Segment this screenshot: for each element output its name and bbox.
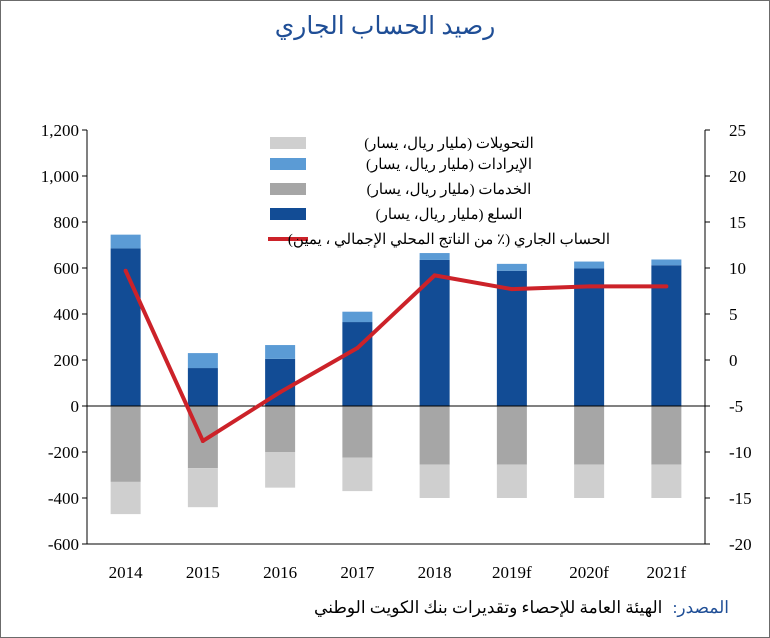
x-tick-label: 2018 bbox=[418, 563, 452, 582]
bar-transfers bbox=[187, 468, 218, 508]
right-tick-label: 15 bbox=[729, 213, 746, 232]
bar-services bbox=[110, 406, 141, 482]
left-tick-label: 1,200 bbox=[41, 121, 79, 140]
bar-goods bbox=[342, 322, 373, 406]
current-account-point bbox=[123, 268, 128, 273]
bar-transfers bbox=[651, 464, 682, 498]
current-account-point bbox=[664, 284, 669, 289]
right-tick-label: 0 bbox=[729, 351, 738, 370]
current-account-point bbox=[587, 284, 592, 289]
x-tick-label: 2020f bbox=[569, 563, 609, 582]
bar-services bbox=[342, 406, 373, 458]
source-text: الهيئة العامة للإحصاء وتقديرات بنك الكوي… bbox=[314, 598, 663, 617]
bar-transfers bbox=[419, 464, 450, 498]
bar-transfers bbox=[110, 481, 141, 515]
legend-swatch bbox=[270, 183, 306, 195]
legend-swatch bbox=[270, 208, 306, 220]
bar-goods bbox=[574, 268, 605, 406]
bar-services bbox=[419, 406, 450, 465]
legend-swatch bbox=[270, 137, 306, 149]
current-account-line bbox=[123, 269, 667, 443]
current-account-point bbox=[509, 287, 514, 292]
left-tick-label: 400 bbox=[54, 305, 80, 324]
source-note: المصدر: الهيئة العامة للإحصاء وتقديرات ب… bbox=[314, 598, 729, 618]
x-tick-label: 2021f bbox=[647, 563, 687, 582]
legend-label: السلع (مليار ريال، يسار) bbox=[376, 207, 523, 223]
bar-goods bbox=[419, 259, 450, 406]
right-tick-label: -15 bbox=[729, 489, 752, 508]
left-tick-label: 1,000 bbox=[41, 167, 79, 186]
bar-services bbox=[265, 406, 296, 452]
right-tick-label: -5 bbox=[729, 397, 743, 416]
legend-swatch bbox=[270, 158, 306, 170]
left-tick-label: 200 bbox=[54, 351, 80, 370]
bar-income bbox=[342, 311, 373, 323]
bar-transfers bbox=[342, 457, 373, 492]
bar-services bbox=[651, 406, 682, 465]
left-tick-label: -400 bbox=[48, 489, 79, 508]
x-tick-label: 2015 bbox=[186, 563, 220, 582]
left-tick-label: 600 bbox=[54, 259, 80, 278]
current-account-point bbox=[278, 390, 283, 395]
bar-services bbox=[496, 406, 527, 465]
bar-services bbox=[574, 406, 605, 465]
bar-goods bbox=[496, 270, 527, 406]
legend-label: التحويلات (مليار ريال، يسار) bbox=[364, 136, 534, 152]
chart-title: رصيد الحساب الجاري bbox=[274, 13, 496, 40]
left-tick-label: -200 bbox=[48, 443, 79, 462]
legend-label: الإيرادات (مليار ريال، يسار) bbox=[366, 157, 532, 173]
bar-income bbox=[110, 234, 141, 249]
legend-label: الحساب الجاري (٪ من الناتج المحلي الإجما… bbox=[288, 232, 610, 248]
current-account-point bbox=[432, 273, 437, 278]
x-tick-label: 2014 bbox=[109, 563, 144, 582]
bar-income bbox=[651, 259, 682, 266]
legend-label: الخدمات (مليار ريال، يسار) bbox=[367, 182, 532, 198]
x-tick-label: 2017 bbox=[340, 563, 375, 582]
bar-income bbox=[574, 261, 605, 269]
left-tick-label: -600 bbox=[48, 535, 79, 554]
bar-transfers bbox=[496, 464, 527, 498]
right-tick-label: 5 bbox=[729, 305, 738, 324]
right-tick-label: 20 bbox=[729, 167, 746, 186]
x-tick-label: 2016 bbox=[263, 563, 297, 582]
right-tick-label: -10 bbox=[729, 443, 752, 462]
bar-income bbox=[265, 345, 296, 359]
bar-transfers bbox=[574, 464, 605, 498]
right-tick-label: 25 bbox=[729, 121, 746, 140]
source-label: المصدر: bbox=[672, 598, 729, 617]
x-tick-label: 2019f bbox=[492, 563, 532, 582]
bar-income bbox=[187, 353, 218, 369]
bar-goods bbox=[187, 368, 218, 406]
right-tick-label: 10 bbox=[729, 259, 746, 278]
bar-transfers bbox=[265, 452, 296, 488]
left-tick-label: 0 bbox=[71, 397, 80, 416]
left-tick-label: 800 bbox=[54, 213, 80, 232]
current-account-point bbox=[200, 438, 205, 443]
bar-income bbox=[419, 253, 450, 260]
current-account-point bbox=[355, 346, 360, 351]
bar-income bbox=[496, 263, 527, 271]
right-tick-label: -20 bbox=[729, 535, 752, 554]
bar-goods bbox=[651, 265, 682, 406]
